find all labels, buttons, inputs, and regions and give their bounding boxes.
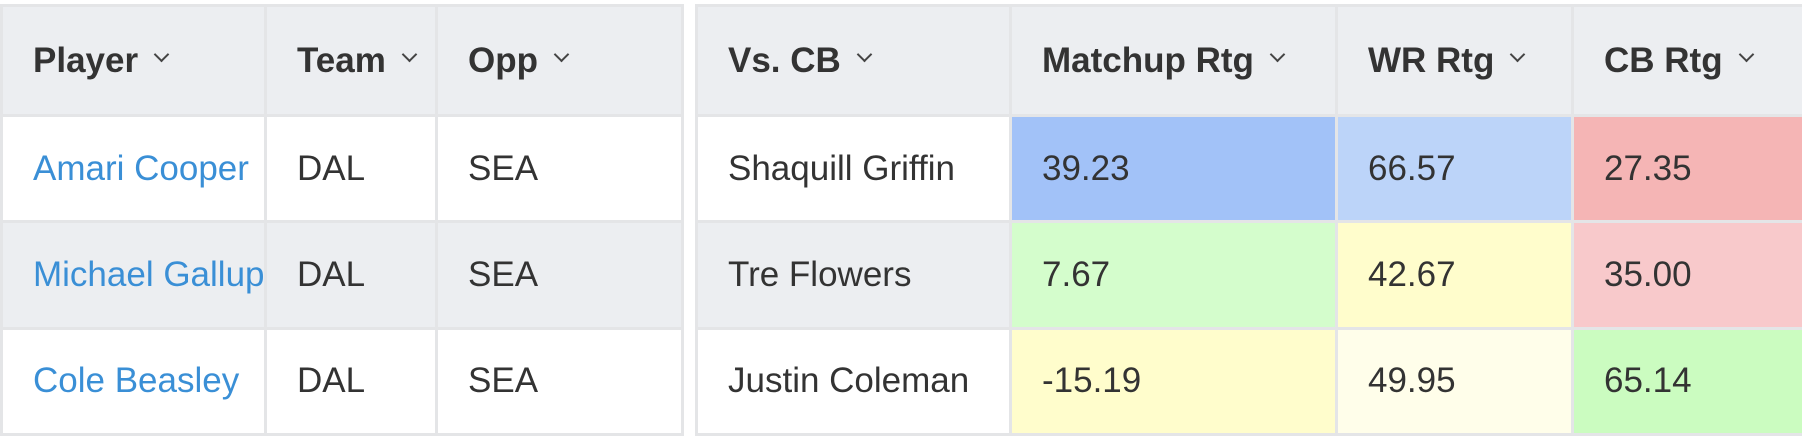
header-opp-label: Opp (468, 40, 538, 80)
table-row: Cole Beasley DAL SEA (0, 326, 684, 436)
header-matchup-rtg[interactable]: Matchup Rtg (1009, 4, 1338, 117)
team-cell: DAL (264, 220, 438, 330)
player-table-header-row: Player Team Opp (0, 4, 684, 117)
header-team-label: Team (297, 40, 386, 80)
header-opp-sort[interactable]: Opp (468, 40, 570, 81)
header-team-sort[interactable]: Team (297, 40, 418, 81)
opp-cell: SEA (435, 326, 684, 436)
header-matchup-rtg-sort[interactable]: Matchup Rtg (1042, 40, 1286, 81)
wr-rtg-cell: 49.95 (1335, 326, 1574, 436)
player-cell: Amari Cooper (0, 113, 267, 224)
player-link[interactable]: Michael Gallup (33, 254, 265, 294)
player-table: Player Team Opp (0, 4, 684, 436)
header-cb-rtg[interactable]: CB Rtg (1571, 4, 1802, 117)
header-cb-rtg-sort[interactable]: CB Rtg (1604, 40, 1754, 81)
table-row: Michael Gallup DAL SEA (0, 220, 684, 330)
header-team[interactable]: Team (264, 4, 438, 117)
header-matchup-rtg-label: Matchup Rtg (1042, 40, 1254, 80)
team-cell: DAL (264, 326, 438, 436)
header-cb-rtg-label: CB Rtg (1604, 40, 1723, 80)
header-player-sort[interactable]: Player (33, 40, 170, 81)
table-row: Tre Flowers 7.67 42.67 35.00 (695, 220, 1802, 330)
cb-rtg-cell: 27.35 (1571, 113, 1802, 224)
header-vs-cb-label: Vs. CB (728, 40, 841, 80)
vs-cb-cell: Shaquill Griffin (695, 113, 1012, 224)
table-row: Justin Coleman -15.19 49.95 65.14 (695, 326, 1802, 436)
matchup-rtg-cell: -15.19 (1009, 326, 1338, 436)
cb-rtg-cell: 65.14 (1571, 326, 1802, 436)
opp-cell: SEA (435, 220, 684, 330)
header-wr-rtg[interactable]: WR Rtg (1335, 4, 1574, 117)
table-row: Shaquill Griffin 39.23 66.57 27.35 (695, 113, 1802, 224)
matchup-table-header-row: Vs. CB Matchup Rtg WR Rtg (695, 4, 1802, 117)
player-link[interactable]: Cole Beasley (33, 361, 240, 401)
cb-rtg-cell: 35.00 (1571, 220, 1802, 330)
header-wr-rtg-label: WR Rtg (1368, 40, 1495, 80)
chevron-down-icon (553, 46, 570, 63)
team-cell: DAL (264, 113, 438, 224)
chevron-down-icon (401, 46, 418, 63)
chevron-down-icon (856, 46, 873, 63)
chevron-down-icon (1269, 46, 1286, 63)
header-player-label: Player (33, 40, 139, 80)
wr-rtg-cell: 42.67 (1335, 220, 1574, 330)
header-vs-cb-sort[interactable]: Vs. CB (728, 40, 873, 81)
chevron-down-icon (1738, 46, 1754, 63)
chevron-down-icon (1510, 46, 1526, 63)
header-wr-rtg-sort[interactable]: WR Rtg (1368, 40, 1526, 81)
matchup-rtg-cell: 39.23 (1009, 113, 1338, 224)
player-link[interactable]: Amari Cooper (33, 148, 249, 188)
matchup-table: Vs. CB Matchup Rtg WR Rtg (695, 4, 1802, 436)
header-player[interactable]: Player (0, 4, 267, 117)
header-opp[interactable]: Opp (435, 4, 684, 117)
matchup-table-grid: Vs. CB Matchup Rtg WR Rtg (695, 4, 1802, 436)
matchup-rtg-cell: 7.67 (1009, 220, 1338, 330)
chevron-down-icon (153, 46, 170, 63)
header-vs-cb[interactable]: Vs. CB (695, 4, 1012, 117)
wr-rtg-cell: 66.57 (1335, 113, 1574, 224)
player-cell: Michael Gallup (0, 220, 267, 330)
player-table-grid: Player Team Opp (0, 4, 684, 436)
opp-cell: SEA (435, 113, 684, 224)
vs-cb-cell: Justin Coleman (695, 326, 1012, 436)
vs-cb-cell: Tre Flowers (695, 220, 1012, 330)
table-row: Amari Cooper DAL SEA (0, 113, 684, 224)
player-cell: Cole Beasley (0, 326, 267, 436)
